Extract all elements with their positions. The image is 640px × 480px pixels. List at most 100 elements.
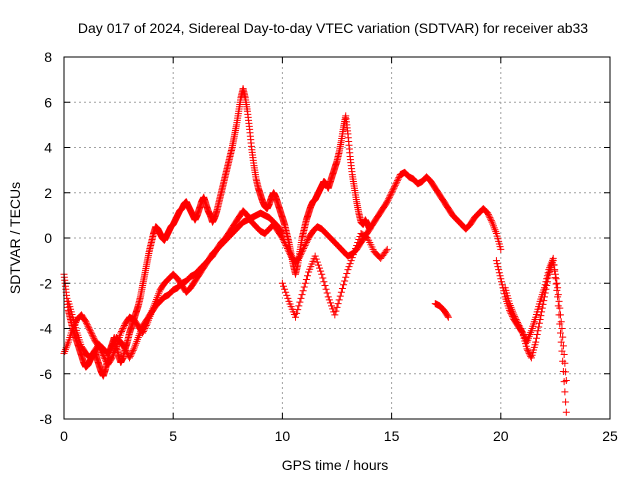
- data-point: [69, 323, 77, 331]
- data-point: [323, 289, 331, 297]
- data-point: [511, 312, 519, 320]
- data-point: [560, 351, 568, 359]
- data-point: [540, 297, 548, 305]
- data-point: [99, 350, 107, 358]
- data-point: [319, 274, 327, 282]
- data-point: [82, 318, 90, 326]
- y-tick-labels: -8 -6 -4 -2 0 2 4 6 8: [40, 49, 53, 427]
- series-group: [431, 300, 452, 321]
- data-point: [510, 311, 518, 319]
- data-point: [109, 341, 117, 349]
- data-point: [486, 214, 494, 222]
- data-point: [514, 320, 522, 328]
- data-point: [353, 242, 361, 250]
- data-point: [534, 327, 542, 335]
- data-point: [318, 270, 326, 278]
- data-point: [541, 289, 549, 297]
- data-point: [71, 320, 79, 328]
- data-point: [88, 331, 96, 339]
- data-point: [535, 323, 543, 331]
- x-tick-label: 25: [602, 428, 618, 444]
- series-group: [501, 257, 570, 385]
- data-point: [542, 285, 550, 293]
- data-point: [302, 239, 310, 247]
- data-point: [343, 269, 351, 277]
- data-point: [128, 349, 136, 357]
- data-point: [69, 325, 77, 332]
- data-point: [352, 245, 360, 253]
- x-axis-label: GPS time / hours: [282, 457, 389, 473]
- data-point: [561, 359, 569, 367]
- data-point: [537, 312, 545, 320]
- data-point: [336, 292, 344, 300]
- data-point: [347, 257, 355, 265]
- data-point: [98, 349, 106, 357]
- data-point: [512, 315, 520, 323]
- data-point: [556, 304, 564, 312]
- data-point: [516, 325, 524, 332]
- data-point: [299, 246, 307, 254]
- data-point: [118, 326, 126, 334]
- data-point: [312, 255, 320, 263]
- data-point: [95, 343, 103, 351]
- data-point: [389, 186, 397, 194]
- data-point: [127, 351, 135, 359]
- data-point: [70, 321, 78, 329]
- data-point: [142, 323, 150, 331]
- data-point: [346, 260, 354, 268]
- data-point: [88, 330, 96, 338]
- y-tick-label: 0: [44, 230, 52, 246]
- data-point: [540, 293, 548, 301]
- y-axis-label: SDTVAR / TECUs: [7, 182, 23, 294]
- data-point: [552, 275, 560, 283]
- data-point: [311, 252, 319, 260]
- data-point: [513, 317, 521, 325]
- series-group: [278, 229, 391, 321]
- data-point: [278, 229, 286, 237]
- data-point: [96, 346, 104, 354]
- data-point: [494, 263, 502, 271]
- data-point: [107, 355, 115, 363]
- data-point: [554, 284, 562, 292]
- data-point: [551, 270, 559, 278]
- data-point: [283, 243, 291, 251]
- data-point: [278, 228, 286, 236]
- x-tick-labels: 0 5 10 15 20 25: [60, 428, 618, 444]
- data-point: [523, 345, 531, 353]
- y-tick-label: -6: [40, 366, 53, 382]
- data-point: [561, 388, 569, 396]
- data-point: [139, 329, 147, 337]
- y-tick-label: -8: [40, 411, 53, 427]
- data-point: [562, 408, 570, 416]
- data-point: [300, 245, 308, 253]
- data-point: [388, 187, 396, 195]
- data-point: [485, 212, 493, 220]
- data-point: [85, 325, 93, 333]
- data-point: [444, 312, 452, 320]
- data-point: [555, 297, 563, 305]
- y-tick-label: -2: [40, 275, 53, 291]
- data-point: [385, 193, 393, 201]
- data-point: [394, 175, 402, 183]
- data-point: [532, 338, 540, 346]
- data-point: [278, 279, 286, 287]
- data-point: [340, 281, 348, 289]
- data-point: [527, 352, 535, 360]
- data-point: [391, 183, 399, 191]
- data-point: [302, 240, 310, 248]
- x-tick-label: 0: [60, 428, 68, 444]
- data-point: [120, 323, 128, 331]
- data-point: [444, 313, 452, 321]
- data-point: [313, 258, 321, 266]
- data-point: [557, 318, 565, 326]
- data-point: [301, 242, 309, 250]
- data-point: [393, 177, 401, 185]
- data-point: [496, 272, 504, 280]
- data-point: [304, 272, 312, 280]
- data-point: [325, 296, 333, 304]
- data-point: [511, 314, 519, 322]
- data-point: [279, 236, 287, 244]
- data-point: [559, 333, 567, 341]
- data-point: [382, 247, 390, 255]
- data-point: [517, 326, 525, 334]
